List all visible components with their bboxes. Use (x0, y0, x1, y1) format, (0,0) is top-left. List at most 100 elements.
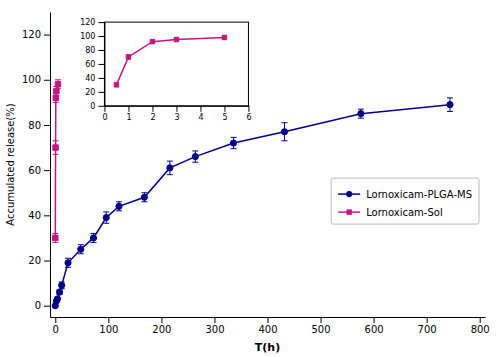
x-tick-label: 3 (174, 113, 179, 122)
x-tick: 700 (418, 317, 437, 335)
x-tick-label: 6 (246, 113, 251, 122)
legend-label: Lornoxicam-PLGA-MS (366, 189, 472, 200)
data-point (447, 102, 453, 108)
inset-chart: 0123456020406080100120 (80, 18, 254, 122)
data-point (174, 37, 178, 41)
data-point (167, 165, 173, 171)
error-bar (358, 109, 364, 118)
x-tick: 300 (205, 317, 224, 335)
x-tick-label: 100 (99, 324, 118, 335)
error-bar (141, 193, 147, 202)
inset-background (80, 18, 254, 122)
y-tick-mark (98, 78, 104, 79)
x-tick-label: 500 (312, 324, 331, 335)
y-tick-label: 80 (85, 46, 95, 55)
x-tick-label: 200 (152, 324, 171, 335)
x-tick-mark (268, 317, 269, 323)
y-tick: 120 (22, 29, 50, 40)
x-tick-mark (200, 106, 201, 112)
x-tick-mark (248, 106, 249, 112)
x-tick-label: 700 (418, 324, 437, 335)
series (114, 35, 226, 87)
x-tick-mark (321, 317, 322, 323)
error-bar (78, 245, 84, 254)
series-line (55, 84, 58, 238)
y-tick-mark (98, 50, 104, 51)
data-point (358, 111, 364, 117)
error-bar (116, 202, 122, 211)
series (52, 80, 61, 243)
plot-area (114, 35, 226, 87)
data-point (90, 235, 96, 241)
y-tick-label: 80 (28, 120, 41, 131)
x-tick-mark (161, 317, 162, 323)
x-tick: 0 (53, 317, 59, 335)
x-tick-label: 0 (102, 113, 107, 122)
y-tick: 120 (80, 18, 104, 27)
x-tick: 800 (471, 317, 490, 335)
error-bar (65, 258, 71, 267)
y-tick-label: 100 (22, 74, 41, 85)
data-point (126, 55, 130, 59)
data-point (103, 215, 109, 221)
legend-item: Lornoxicam-PLGA-MS (338, 189, 472, 200)
x-axis-title: T(h) (255, 341, 280, 354)
y-tick: 0 (35, 300, 50, 311)
error-bar (192, 151, 198, 162)
y-tick: 100 (22, 74, 50, 85)
y-tick-label: 120 (80, 18, 95, 27)
legend-swatch-marker (346, 209, 351, 214)
x-tick-mark (176, 106, 177, 112)
data-point (192, 154, 198, 160)
x-tick-label: 1 (126, 113, 131, 122)
data-point (222, 35, 226, 39)
error-bar (53, 93, 59, 102)
data-point (78, 246, 84, 252)
error-bar (55, 80, 61, 89)
x-tick-mark (55, 317, 56, 323)
y-tick-mark (44, 306, 50, 307)
x-tick: 200 (152, 317, 171, 335)
error-bar (126, 55, 130, 59)
data-point (281, 129, 287, 135)
y-axis: 020406080100120 (22, 13, 51, 318)
x-tick-mark (224, 106, 225, 112)
x-tick-label: 0 (53, 324, 59, 335)
error-bar (57, 290, 63, 295)
x-tick-label: 2 (150, 113, 155, 122)
data-point (116, 203, 122, 209)
error-bar (447, 98, 453, 112)
x-tick-mark (152, 106, 153, 112)
y-axis: 020406080100120 (80, 18, 105, 111)
x-tick: 0 (102, 106, 107, 123)
legend-frame (331, 178, 479, 224)
x-tick-label: 300 (205, 324, 224, 335)
y-tick: 40 (28, 210, 50, 221)
x-axis: 0100200300400500600700800 (51, 317, 490, 335)
x-tick: 1 (126, 106, 131, 123)
y-tick: 20 (85, 88, 104, 97)
y-tick-label: 0 (35, 300, 41, 311)
y-tick-mark (98, 36, 104, 37)
y-tick-mark (98, 22, 104, 23)
x-tick-label: 5 (222, 113, 227, 122)
data-point (53, 95, 58, 100)
error-bar (174, 38, 178, 41)
error-bar (103, 212, 109, 223)
y-tick-label: 60 (28, 165, 41, 176)
x-tick: 500 (312, 317, 331, 335)
data-point (65, 260, 71, 266)
error-bar (53, 87, 59, 96)
inset-frame (104, 22, 248, 106)
y-tick-mark (44, 125, 50, 126)
error-bar (52, 233, 58, 242)
x-tick-mark (108, 317, 109, 323)
y-tick-mark (98, 92, 104, 93)
data-point (54, 88, 59, 93)
error-bar (281, 123, 287, 141)
y-tick-mark (44, 261, 50, 262)
x-tick: 2 (150, 106, 155, 123)
x-tick-mark (427, 317, 428, 323)
error-bar (231, 137, 237, 148)
x-tick-mark (480, 317, 481, 323)
